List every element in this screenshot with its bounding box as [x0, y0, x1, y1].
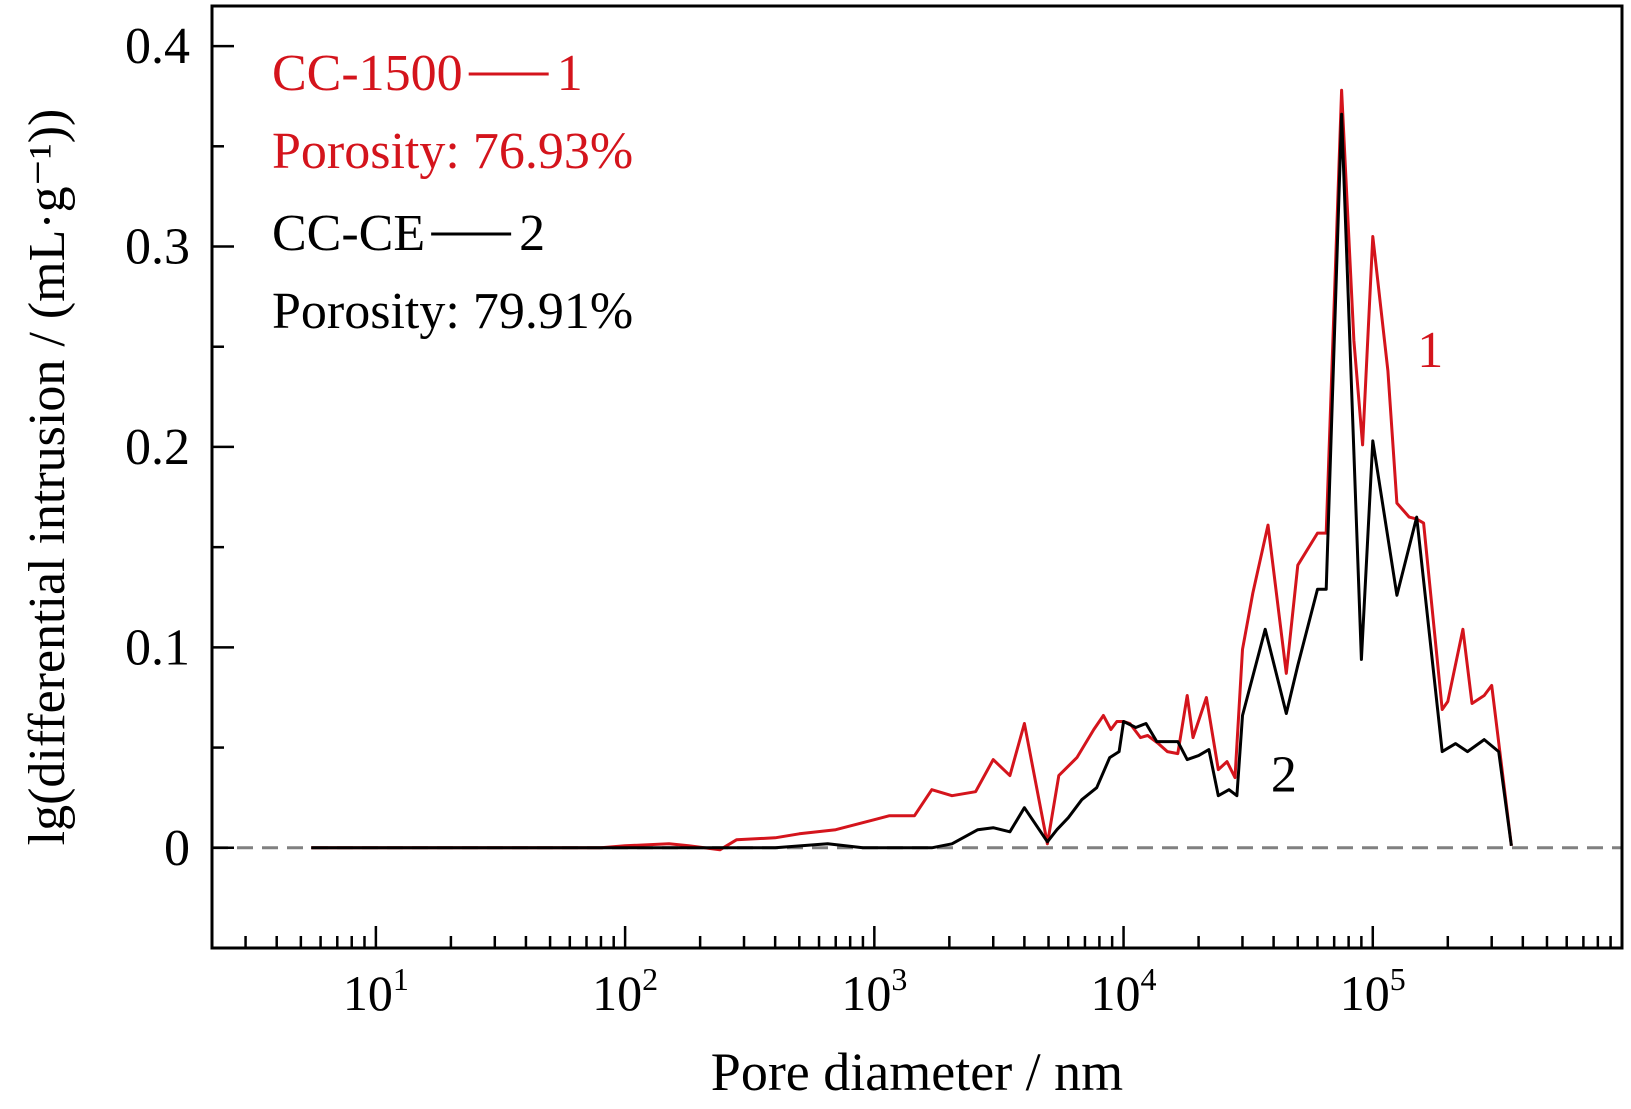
x-tick-exponent: 5	[1390, 961, 1406, 997]
legend-series-name: CC-CE	[272, 205, 425, 262]
y-tick-label: 0.1	[125, 619, 190, 676]
legend-porosity: Porosity: 76.93%	[272, 123, 633, 180]
curve-labels: 12	[1271, 322, 1443, 804]
x-tick-exponent: 3	[891, 961, 907, 997]
y-axis-ticks: 0 0.1 0.2 0.3 0.4	[125, 18, 234, 950]
x-tick-label: 101	[343, 961, 409, 1021]
legend-series-marker: 2	[519, 205, 545, 262]
legend-porosity: Porosity: 79.91%	[272, 283, 633, 340]
legend: CC-1500 1 Porosity: 76.93% CC-CE 2 Porosity: …	[272, 45, 633, 340]
x-tick-exponent: 2	[642, 961, 658, 997]
y-axis-label: lg(differential intrusion / (mL·g⁻¹))	[19, 109, 76, 846]
series-line-2	[311, 112, 1513, 850]
x-tick-exponent: 4	[1141, 961, 1157, 997]
curve-number-label: 1	[1417, 322, 1443, 379]
legend-series-name: CC-1500	[272, 45, 463, 102]
y-tick-label: 0.3	[125, 219, 190, 276]
x-tick-base: 10	[1340, 965, 1390, 1021]
y-tick-label: 0.4	[125, 18, 190, 75]
series-layer	[311, 88, 1513, 852]
plot-frame	[210, 4, 1624, 950]
x-tick-label: 103	[841, 961, 907, 1021]
curve-number-label: 2	[1271, 747, 1297, 804]
x-axis-ticks: 101 102 103 104 105	[244, 926, 1612, 1021]
x-tick-label: 104	[1091, 961, 1157, 1021]
x-tick-base: 10	[343, 965, 393, 1021]
series-line-1	[311, 88, 1513, 852]
x-tick-label: 102	[592, 961, 658, 1021]
y-tick-label: 0	[164, 820, 190, 877]
legend-series-marker: 1	[557, 45, 583, 102]
x-tick-base: 10	[841, 965, 891, 1021]
x-axis-label: Pore diameter / nm	[711, 1042, 1123, 1102]
x-tick-exponent: 1	[393, 961, 409, 997]
y-tick-label: 0.2	[125, 419, 190, 476]
x-tick-base: 10	[592, 965, 642, 1021]
x-tick-label: 105	[1340, 961, 1406, 1021]
plot-area: 101 102 103 104 105 00.10.20.30.4	[125, 4, 1624, 1021]
x-tick-base: 10	[1091, 965, 1141, 1021]
